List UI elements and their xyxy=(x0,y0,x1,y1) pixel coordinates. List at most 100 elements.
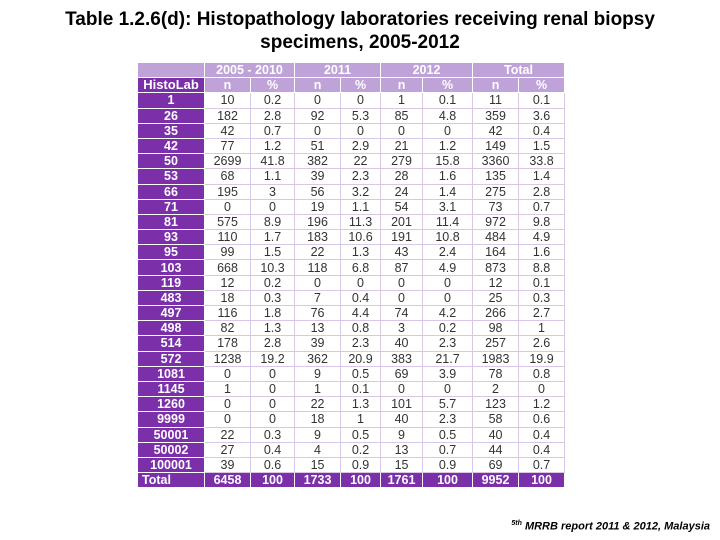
table-cell: 4.2 xyxy=(422,304,474,322)
table-cell: 0 xyxy=(294,274,342,291)
table-cell: 668 xyxy=(204,259,251,276)
period-header: 2011 xyxy=(294,61,382,79)
table-cell: 58 xyxy=(472,411,520,428)
table-cell: 5.7 xyxy=(422,396,474,413)
table-row: 35 42 0.7 0 0 0 0 42 0.4 xyxy=(137,122,566,139)
sub-header: n xyxy=(294,77,342,94)
table-cell: 0.2 xyxy=(340,441,382,458)
table-cell: 164 xyxy=(472,244,520,261)
row-label: 66 xyxy=(137,183,205,200)
table-cell: 1.1 xyxy=(340,198,382,215)
row-label: 100001 xyxy=(137,456,205,474)
table-cell: 6.8 xyxy=(340,259,382,276)
table-cell: 195 xyxy=(204,183,251,200)
table-cell: 1238 xyxy=(204,350,251,367)
table-cell: 3.9 xyxy=(422,365,474,382)
table-cell: 77 xyxy=(204,137,251,155)
table-cell: 110 xyxy=(204,229,251,246)
table-cell: 4.4 xyxy=(340,304,382,322)
table-row: 66 195 3 56 3.2 24 1.4 275 2.8 xyxy=(137,183,566,200)
table-cell: 101 xyxy=(380,396,424,413)
table-cell: 19.9 xyxy=(518,350,566,367)
table-cell: 575 xyxy=(204,213,251,231)
table-cell: 4.9 xyxy=(422,259,474,276)
table-cell: 13 xyxy=(380,441,424,458)
table-row: 93 110 1.7 183 10.6 191 10.8 484 4.9 xyxy=(137,229,566,246)
table-cell: 3.6 xyxy=(518,107,566,124)
table-cell: 73 xyxy=(472,198,520,215)
table-row: 1260 0 0 22 1.3 101 5.7 123 1.2 xyxy=(137,396,566,413)
table-cell: 0 xyxy=(249,396,296,413)
table-cell: 0 xyxy=(249,380,296,398)
table-cell: 1.4 xyxy=(422,183,474,200)
table-cell: 10.3 xyxy=(249,259,296,276)
table-cell: 2.6 xyxy=(518,335,566,352)
title-line-2: specimens, 2005-2012 xyxy=(260,32,460,53)
footer-source: 5th MRRB report 2011 & 2012, Malaysia xyxy=(511,520,710,533)
table-cell: 0 xyxy=(340,274,382,291)
table-cell: 5.3 xyxy=(340,107,382,124)
table-cell: 22 xyxy=(294,396,342,413)
table-cell: 0.6 xyxy=(518,411,566,428)
table-cell: 0.2 xyxy=(249,92,296,109)
table-cell: 257 xyxy=(472,335,520,352)
table-row: 483 18 0.3 7 0.4 0 0 25 0.3 xyxy=(137,289,566,307)
sub-header: % xyxy=(422,77,474,94)
table-cell: 40 xyxy=(380,335,424,352)
table-cell: 11 xyxy=(472,92,520,109)
histolab-table: 2005 - 2010 2011 2012 Total HistoLab n %… xyxy=(137,61,566,489)
table-cell: 9 xyxy=(380,426,424,443)
footer-superscript: 5th xyxy=(511,520,522,528)
table-cell: 0 xyxy=(294,92,342,109)
table-cell: 135 xyxy=(472,168,520,185)
table-row: 1145 1 0 1 0.1 0 0 2 0 xyxy=(137,380,566,398)
table-cell: 279 xyxy=(380,153,424,170)
sub-header-row: HistoLab n % n % n % n % xyxy=(137,77,566,94)
table-cell: 3 xyxy=(380,320,424,337)
table-cell: 27 xyxy=(204,441,251,458)
table-row: 50002 27 0.4 4 0.2 13 0.7 44 0.4 xyxy=(137,441,566,458)
table-cell: 1 xyxy=(294,380,342,398)
table-cell: 1.4 xyxy=(518,168,566,185)
table-cell: 362 xyxy=(294,350,342,367)
total-cell: 100 xyxy=(249,472,296,489)
table-cell: 7 xyxy=(294,289,342,307)
table-cell: 3360 xyxy=(472,153,520,170)
row-label: 93 xyxy=(137,229,205,246)
table-cell: 123 xyxy=(472,396,520,413)
table-cell: 191 xyxy=(380,229,424,246)
row-label: 26 xyxy=(137,107,205,124)
table-cell: 25 xyxy=(472,289,520,307)
table-cell: 0.1 xyxy=(422,92,474,109)
table-row: 514 178 2.8 39 2.3 40 2.3 257 2.6 xyxy=(137,335,566,352)
table-cell: 18 xyxy=(294,411,342,428)
row-label: 35 xyxy=(137,122,205,139)
table-cell: 0.4 xyxy=(340,289,382,307)
table-cell: 0.2 xyxy=(422,320,474,337)
table-cell: 2.3 xyxy=(340,335,382,352)
table-row: 1081 0 0 9 0.5 69 3.9 78 0.8 xyxy=(137,365,566,382)
total-label: Total xyxy=(137,472,205,489)
table-row: 100001 39 0.6 15 0.9 15 0.9 69 0.7 xyxy=(137,456,566,474)
table-cell: 1.3 xyxy=(340,244,382,261)
row-label: 1145 xyxy=(137,380,205,398)
table-cell: 0 xyxy=(380,122,424,139)
table-cell: 78 xyxy=(472,365,520,382)
total-cell: 1761 xyxy=(380,472,424,489)
table-cell: 10 xyxy=(204,92,251,109)
table-cell: 39 xyxy=(204,456,251,474)
table-cell: 1.3 xyxy=(249,320,296,337)
table-cell: 0.7 xyxy=(518,456,566,474)
table-cell: 2699 xyxy=(204,153,251,170)
table-cell: 201 xyxy=(380,213,424,231)
table-row: 1 10 0.2 0 0 1 0.1 11 0.1 xyxy=(137,92,566,109)
table-cell: 15 xyxy=(294,456,342,474)
table-cell: 0 xyxy=(249,411,296,428)
sub-header: n xyxy=(472,77,520,94)
table-cell: 873 xyxy=(472,259,520,276)
table-cell: 10.6 xyxy=(340,229,382,246)
table-cell: 0.9 xyxy=(422,456,474,474)
table-cell: 0 xyxy=(249,365,296,382)
table-body: 1 10 0.2 0 0 1 0.1 11 0.1 26 182 2.8 92 5.3 85 4.8 359 3.… xyxy=(137,92,566,489)
table-cell: 266 xyxy=(472,304,520,322)
